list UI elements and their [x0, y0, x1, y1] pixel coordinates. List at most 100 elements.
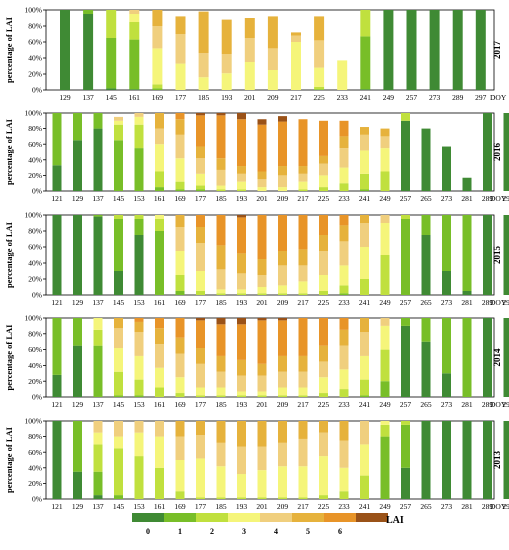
- bar-segment: [129, 22, 140, 40]
- bar-segment: [298, 497, 308, 499]
- y-tick-label: 100%: [25, 6, 43, 15]
- bar-segment: [339, 225, 349, 242]
- bar-segment: [216, 466, 226, 498]
- bar-segment: [406, 10, 417, 90]
- bar-segment: [291, 32, 301, 36]
- bar-segment: [237, 273, 246, 290]
- x-tick-label: 289: [482, 298, 494, 307]
- bar-segment: [244, 62, 255, 90]
- bar-segment: [93, 128, 103, 191]
- bar-segment: [339, 421, 349, 441]
- x-tick-label: 201: [244, 93, 256, 102]
- bar-segment: [114, 495, 123, 499]
- x-tick-label: 297: [475, 93, 487, 102]
- x-tick-label: 129: [72, 298, 84, 307]
- bar-segment: [175, 251, 185, 275]
- y-tick-label: 40%: [28, 259, 42, 268]
- bar-segment: [267, 16, 278, 49]
- x-tick-label: 265: [420, 400, 432, 409]
- bar-segment: [421, 215, 431, 235]
- bar-segment: [298, 438, 308, 467]
- bar-segment: [175, 215, 185, 227]
- x-tick-label: 185: [215, 298, 227, 307]
- bar-segment: [244, 38, 255, 62]
- bar-segment: [319, 393, 328, 397]
- x-tick-label: 177: [195, 194, 207, 203]
- bar-segment: [339, 293, 349, 295]
- bar-segment: [114, 371, 123, 396]
- bar-segment: [298, 265, 308, 282]
- bar-segment: [360, 332, 369, 356]
- bar-segment: [152, 88, 163, 90]
- x-tick-label: 217: [290, 93, 302, 102]
- bar-segment: [421, 235, 431, 295]
- x-tick-label: 201: [256, 298, 268, 307]
- bar-segment: [114, 328, 123, 349]
- bar-segment: [196, 243, 205, 271]
- bar-segment: [216, 421, 226, 443]
- x-tick-label: 169: [152, 93, 164, 102]
- legend-label: 1: [178, 527, 182, 536]
- bar-segment: [429, 10, 440, 90]
- bar-segment: [155, 187, 164, 191]
- bar-segment: [278, 121, 287, 167]
- bar-segment: [52, 374, 62, 397]
- bar-segment: [319, 318, 328, 346]
- x-tick-label: 177: [195, 502, 207, 511]
- bar-segment: [442, 146, 451, 191]
- y-tick-label: 40%: [28, 54, 42, 63]
- y-tick-label: 60%: [28, 140, 42, 149]
- y-tick-label: 20%: [28, 171, 42, 180]
- bar-segment: [73, 215, 82, 295]
- bar-segment: [175, 353, 185, 378]
- y-tick-label: 0%: [32, 393, 42, 402]
- bar-segment: [175, 158, 185, 182]
- bar-segment: [314, 16, 325, 41]
- x-tick-label: 137: [82, 93, 94, 102]
- y-tick-label: 80%: [28, 329, 42, 338]
- bar-segment: [462, 421, 472, 499]
- bar-segment: [114, 120, 123, 125]
- bar-segment: [196, 497, 205, 499]
- bar-segment: [196, 435, 205, 459]
- legend-label: 0: [146, 527, 150, 536]
- y-axis-label: percentage of LAI: [4, 426, 14, 493]
- x-tick-label: 273: [441, 502, 453, 511]
- bar-segment: [175, 34, 186, 64]
- bar-segment: [360, 150, 369, 174]
- bar-segment: [196, 146, 205, 159]
- bar-segment: [216, 497, 226, 499]
- bar-segment: [216, 395, 226, 397]
- bar-segment: [196, 227, 205, 243]
- bar-segment: [319, 175, 328, 188]
- bar-segment: [114, 140, 123, 191]
- y-tick-label: 20%: [28, 479, 42, 488]
- bar-segment: [196, 318, 205, 321]
- bar-segment: [319, 163, 328, 176]
- bar-segment: [401, 421, 410, 425]
- x-tick-label: 121: [51, 400, 63, 409]
- bar-segment: [198, 77, 209, 90]
- bar-segment: [380, 421, 390, 425]
- bar-segment: [175, 63, 186, 90]
- bar-segment: [257, 187, 267, 191]
- bar-segment: [216, 115, 226, 159]
- bar-segment: [360, 379, 369, 396]
- bar-segment: [237, 173, 246, 182]
- bar-segment: [339, 148, 349, 168]
- bar-segment: [339, 389, 349, 397]
- bar-segment: [155, 421, 164, 437]
- x-tick-label: 137: [92, 194, 104, 203]
- x-tick-label: 161: [154, 298, 166, 307]
- x-axis-label: DOY: [490, 298, 507, 307]
- y-tick-label: 0%: [32, 187, 42, 196]
- year-label: 2014: [492, 348, 502, 367]
- bar-segment: [483, 318, 492, 397]
- bar-segment: [152, 84, 163, 89]
- x-tick-label: 225: [313, 93, 325, 102]
- bar-segment: [380, 255, 390, 295]
- bar-segment: [216, 185, 226, 190]
- bar-segment: [237, 217, 246, 254]
- bar-segment: [339, 369, 349, 390]
